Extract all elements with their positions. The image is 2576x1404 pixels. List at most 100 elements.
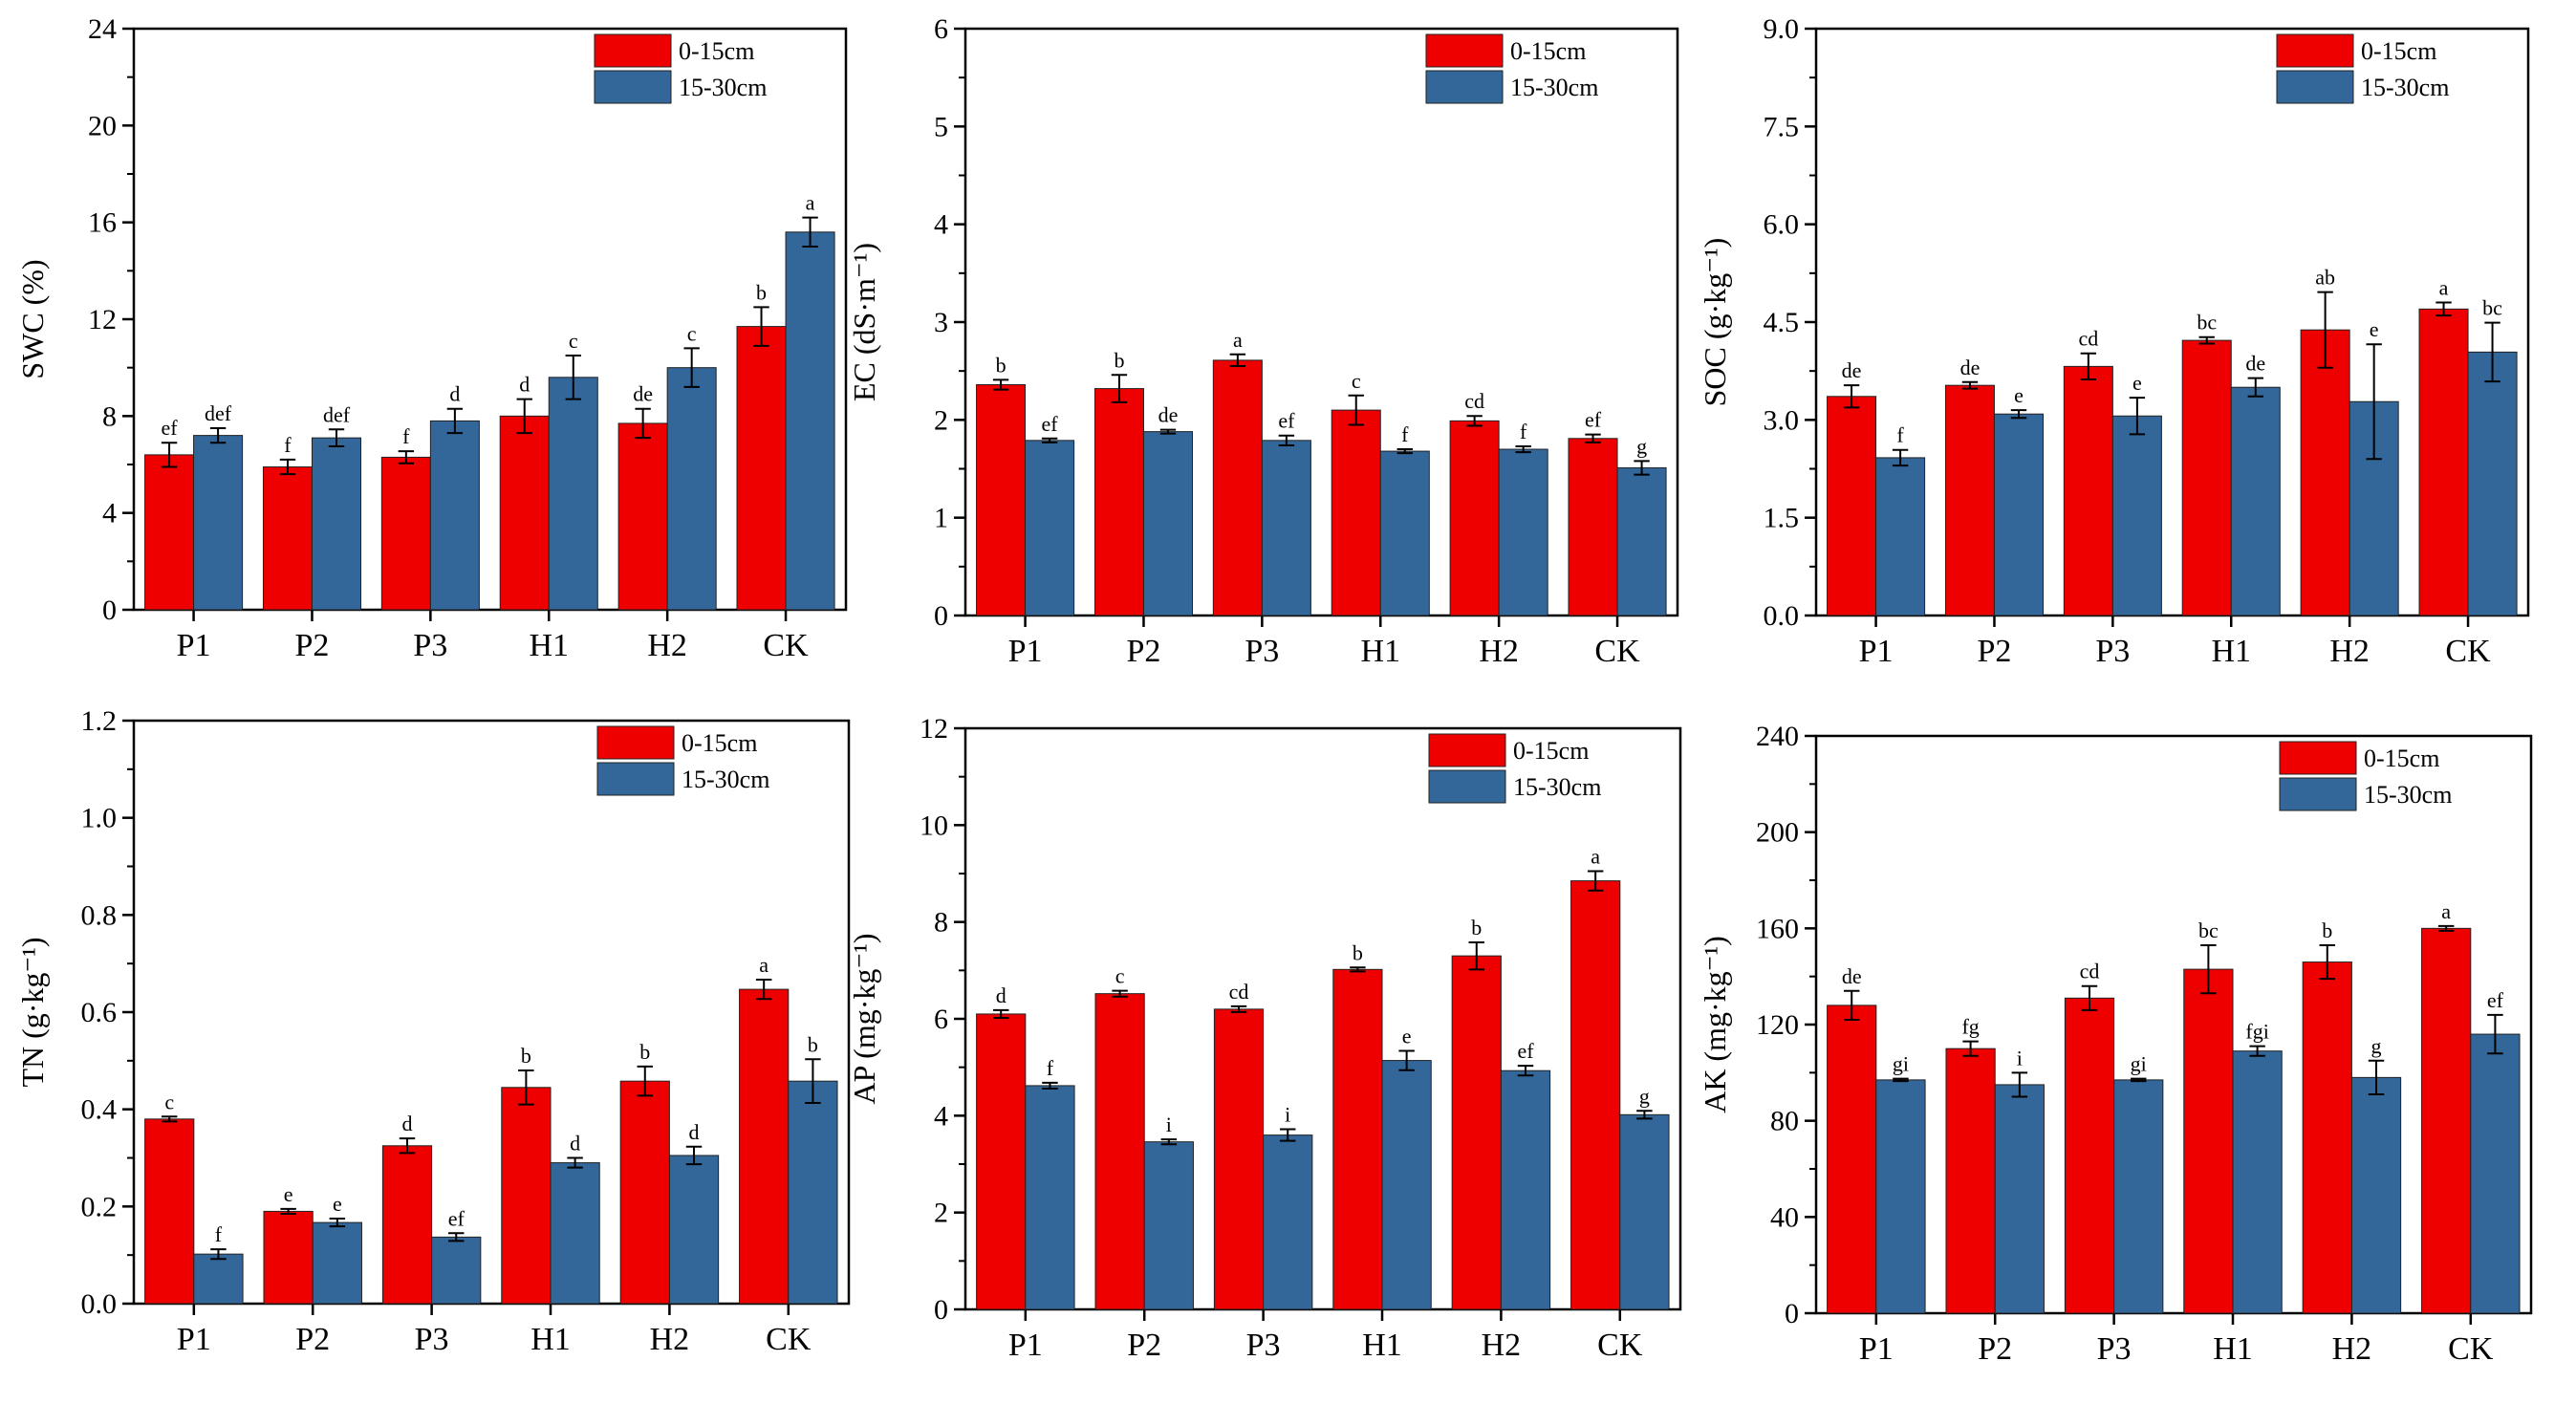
y-tick-label: 4 xyxy=(934,1100,948,1132)
bar xyxy=(548,377,598,611)
bar xyxy=(2063,365,2113,616)
y-axis-label: SWC (%) xyxy=(15,259,50,378)
x-tick-label: H1 xyxy=(529,628,569,663)
significance-letter: de xyxy=(1960,356,1981,379)
bar xyxy=(1827,1004,1877,1314)
bar xyxy=(431,1236,482,1305)
y-axis-label: AK (mg·kg⁻¹) xyxy=(1698,936,1732,1113)
legend-label: 15-30cm xyxy=(2364,781,2452,809)
bar xyxy=(1213,1008,1265,1310)
x-tick-label: P2 xyxy=(295,628,330,663)
x-tick-label: CK xyxy=(763,628,809,663)
bar xyxy=(1094,993,1145,1310)
y-tick-label: 8 xyxy=(102,400,117,432)
chart-panel-3: 0.0 1.5 3.0 4.5 6.0 7.5 9.0 SOC (g·kg⁻¹) P1 de f P2… xyxy=(1698,13,2530,669)
y-tick-label: 0.4 xyxy=(81,1094,118,1126)
bar xyxy=(1261,440,1311,616)
bar xyxy=(1500,1069,1551,1310)
significance-letter: b xyxy=(1114,348,1124,372)
bar xyxy=(1944,384,1995,616)
legend-swatch xyxy=(594,33,672,68)
chart-panel-2: 0 1 2 3 4 5 6 EC (dS·m⁻¹) P1 b ef P2 b de P3 a ef H1 c f H2 c… xyxy=(847,13,1679,669)
y-tick-label: 200 xyxy=(1756,817,1799,849)
significance-letter: e xyxy=(2132,371,2142,395)
bar xyxy=(1994,1084,2045,1314)
significance-letter: gi xyxy=(1893,1052,1909,1076)
y-tick-label: 2 xyxy=(934,1198,948,1229)
x-tick-label: P3 xyxy=(2097,1331,2132,1367)
legend-swatch xyxy=(596,725,675,760)
significance-letter: i xyxy=(1285,1103,1290,1127)
x-tick-label: H1 xyxy=(1362,1328,1402,1363)
x-tick-label: P2 xyxy=(295,1322,330,1357)
legend-label: 0-15cm xyxy=(1510,37,1586,65)
significance-letter: de xyxy=(1842,964,1862,988)
significance-letter: b xyxy=(756,280,767,304)
significance-letter: cd xyxy=(2078,327,2098,351)
legend-label: 0-15cm xyxy=(2364,745,2439,772)
legend-label: 0-15cm xyxy=(679,37,754,65)
bar xyxy=(1025,440,1075,616)
bar xyxy=(193,1253,244,1305)
bar xyxy=(619,1080,670,1305)
significance-letter: de xyxy=(2245,352,2265,376)
bar xyxy=(1449,420,1500,616)
bar xyxy=(976,383,1027,616)
significance-letter: f xyxy=(284,433,292,457)
y-tick-label: 6.0 xyxy=(1764,209,1800,241)
x-tick-label: P3 xyxy=(413,628,447,663)
bar xyxy=(739,988,790,1305)
y-axis-label: EC (dS·m⁻¹) xyxy=(847,243,881,401)
x-tick-label: CK xyxy=(1594,634,1640,669)
bar xyxy=(2181,339,2232,616)
significance-letter: bc xyxy=(2198,918,2219,942)
legend-label: 15-30cm xyxy=(1513,773,1601,801)
x-tick-label: H1 xyxy=(2213,1331,2253,1367)
x-tick-label: P3 xyxy=(1246,1328,1281,1363)
significance-letter: g xyxy=(2371,1034,2382,1058)
bar xyxy=(1616,466,1667,616)
bar xyxy=(1143,1141,1194,1310)
legend-swatch xyxy=(2279,741,2357,775)
y-tick-label: 4 xyxy=(934,209,948,241)
significance-letter: de xyxy=(1842,358,1862,382)
bar xyxy=(736,326,787,611)
y-axis-label: AP (mg·kg⁻¹) xyxy=(847,933,881,1104)
bar xyxy=(2350,1076,2402,1314)
bar xyxy=(263,1210,314,1305)
legend-swatch xyxy=(594,70,672,104)
y-tick-label: 0.8 xyxy=(81,899,118,931)
bar xyxy=(2302,961,2352,1314)
bar xyxy=(788,1080,838,1305)
significance-letter: def xyxy=(323,402,351,426)
bar xyxy=(2470,1033,2521,1314)
bar xyxy=(1263,1134,1313,1310)
y-tick-label: 0.6 xyxy=(81,997,118,1028)
significance-letter: b xyxy=(1471,916,1482,940)
y-tick-label: 20 xyxy=(88,110,117,141)
chart-panel-5: 0 2 4 6 8 10 12 AP (mg·kg⁻¹) P1 d f P2 c i P3 cd i H1 b e H2… xyxy=(847,713,1682,1363)
x-tick-label: P1 xyxy=(1859,634,1894,669)
significance-letter: e xyxy=(1402,1024,1412,1048)
significance-letter: gi xyxy=(2131,1052,2147,1076)
bar xyxy=(1451,955,1502,1310)
bar xyxy=(380,456,431,611)
y-tick-label: 4 xyxy=(102,498,117,529)
significance-letter: c xyxy=(1115,964,1125,988)
bar xyxy=(1093,388,1144,616)
significance-letter: ab xyxy=(2315,266,2335,290)
bar xyxy=(2232,1050,2283,1314)
significance-letter: cd xyxy=(1229,980,1249,1004)
x-tick-label: H2 xyxy=(2332,1331,2372,1367)
bar xyxy=(2111,415,2162,616)
legend-label: 15-30cm xyxy=(2361,74,2449,101)
x-tick-label: P3 xyxy=(1245,634,1279,669)
significance-letter: d xyxy=(449,382,460,406)
legend-swatch xyxy=(1425,70,1504,104)
x-tick-label: P2 xyxy=(1978,634,2012,669)
x-tick-label: CK xyxy=(766,1322,812,1357)
bar xyxy=(429,420,480,611)
bar xyxy=(311,437,362,611)
bar xyxy=(2230,386,2281,616)
